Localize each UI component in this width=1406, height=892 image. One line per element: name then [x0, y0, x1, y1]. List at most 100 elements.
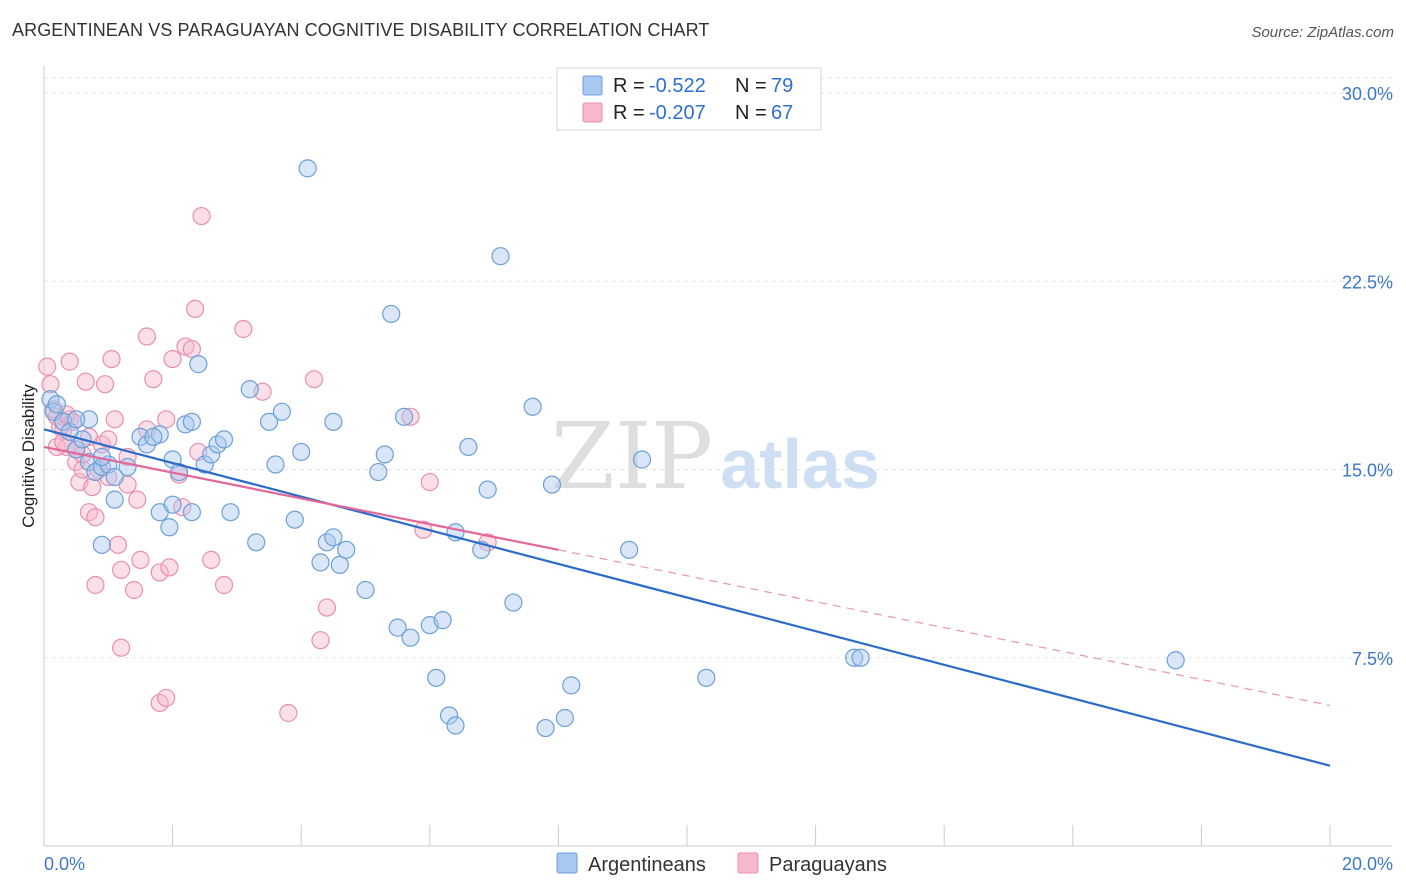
- argentinean-point-2: [47, 395, 66, 414]
- argentinean-point-65: [555, 708, 574, 728]
- argentinean-point-59: [478, 480, 497, 499]
- argentinean-point-69: [697, 668, 716, 687]
- argentinean-point-62: [523, 397, 542, 416]
- legend-label-argentineans: Argentineans: [588, 854, 706, 876]
- argentinean-point-67: [620, 540, 639, 559]
- stats-r-label-argentineans: R =: [613, 75, 645, 97]
- paraguayan-point-34: [186, 299, 205, 319]
- paraguayan-point-1: [41, 375, 60, 394]
- paraguayan-point-63: [128, 490, 147, 509]
- paraguayan-point-0: [38, 357, 57, 376]
- argentinean-point-50: [401, 628, 420, 647]
- paraguayan-point-56: [137, 327, 156, 346]
- paraguayan-point-26: [150, 563, 169, 582]
- argentineans-trend-line: [43, 428, 1331, 767]
- chart-source: Source: ZipAtlas.com: [1251, 24, 1394, 41]
- argentinean-point-19: [195, 455, 214, 474]
- paraguayan-point-36: [192, 206, 211, 226]
- y-tick-label-0: 7.5%: [1352, 649, 1393, 669]
- paraguayan-point-47: [420, 472, 439, 492]
- argentinean-point-14: [137, 435, 156, 454]
- paraguayan-point-23: [131, 550, 150, 569]
- argentinean-point-61: [504, 593, 523, 612]
- paraguayan-point-15: [95, 375, 115, 394]
- paraguayan-point-28: [160, 558, 179, 577]
- paraguayan-point-16: [99, 430, 118, 449]
- paraguayan-point-22: [124, 580, 144, 600]
- argentinean-point-77: [92, 535, 111, 554]
- argentinean-point-78: [67, 410, 86, 429]
- argentinean-point-38: [311, 553, 330, 572]
- argentinean-point-20: [202, 445, 221, 464]
- paraguayan-point-12: [86, 508, 105, 527]
- argentinean-point-53: [427, 668, 446, 687]
- paraguayan-point-43: [311, 631, 330, 650]
- watermark: ZIP atlas: [551, 403, 880, 510]
- bottom-legend: Argentineans Paraguayans: [556, 852, 887, 876]
- argentinean-point-60: [491, 247, 510, 266]
- watermark-atlas: atlas: [720, 425, 880, 503]
- legend-swatch-paraguayans: [737, 852, 759, 874]
- argentinean-point-18: [182, 412, 201, 431]
- paraguayan-point-20: [112, 560, 131, 580]
- argentinean-point-70: [845, 648, 864, 667]
- argentinean-point-41: [324, 412, 343, 431]
- stats-r-value-argentineans: -0.522: [649, 75, 706, 97]
- argentinean-point-40: [324, 528, 343, 547]
- argentinean-point-36: [292, 442, 311, 462]
- stats-n-label-argentineans: N =: [735, 75, 767, 97]
- argentinean-point-73: [247, 533, 266, 552]
- argentinean-point-32: [240, 380, 259, 399]
- stats-legend-swatch-paraguayans: [582, 102, 603, 123]
- argentinean-point-64: [542, 475, 562, 494]
- paraguayan-point-33: [182, 339, 201, 359]
- argentinean-point-72: [1166, 651, 1185, 670]
- argentinean-point-48: [388, 618, 407, 637]
- argentinean-point-66: [562, 676, 581, 695]
- stats-r-value-paraguayans: -0.207: [649, 102, 706, 124]
- argentinean-point-52: [433, 611, 452, 630]
- argentinean-point-75: [221, 503, 240, 522]
- paraguayan-point-25: [144, 370, 163, 389]
- paraguayan-point-38: [214, 575, 234, 595]
- grid-lines: [44, 77, 1392, 659]
- argentinean-point-45: [369, 462, 388, 482]
- paraguayan-point-19: [108, 535, 128, 554]
- stats-n-label-paraguayans: N =: [735, 102, 767, 124]
- y-tick-label-2: 22.5%: [1342, 272, 1393, 292]
- stats-legend: R = -0.522 N = 79 R = -0.207 N = 67: [556, 67, 822, 131]
- stats-n-value-argentineans: 79: [771, 75, 793, 97]
- stats-legend-swatch-argentineans: [582, 75, 603, 96]
- x-tick-label-1: 20.0%: [1342, 854, 1393, 874]
- argentinean-point-30: [182, 503, 201, 522]
- tick-labels: 7.5% 15.0% 22.5% 30.0% 0.0% 20.0%: [44, 84, 1393, 874]
- argentinean-point-27: [160, 518, 179, 537]
- paraguayans-trend-line-extended: [558, 549, 1331, 707]
- argentinean-point-22: [214, 430, 234, 449]
- paraguayan-point-9: [76, 372, 95, 391]
- argentinean-point-12: [118, 457, 137, 477]
- argentinean-point-74: [285, 510, 304, 529]
- paraguayan-point-39: [234, 319, 253, 339]
- paraguayan-point-42: [304, 370, 324, 389]
- argentinean-point-46: [375, 445, 394, 464]
- paraguayan-point-55: [60, 352, 79, 371]
- paraguayan-point-27: [157, 410, 176, 429]
- argentinean-point-47: [382, 304, 401, 324]
- argentinean-point-35: [266, 455, 285, 474]
- argentinean-point-31: [189, 355, 208, 374]
- argentinean-point-28: [163, 495, 182, 514]
- paraguayan-point-29: [163, 349, 182, 369]
- argentinean-point-56: [446, 716, 465, 735]
- argentinean-point-71: [851, 648, 870, 667]
- argentinean-point-68: [632, 450, 652, 469]
- paraguayan-point-41: [279, 703, 298, 723]
- paraguayan-point-37: [202, 550, 221, 569]
- argentinean-point-76: [144, 427, 163, 447]
- argentinean-point-57: [459, 437, 478, 457]
- chart-title: ARGENTINEAN VS PARAGUAYAN COGNITIVE DISA…: [12, 20, 710, 40]
- argentinean-point-11: [105, 467, 124, 487]
- paraguayan-point-11: [83, 477, 102, 497]
- argentinean-point-23: [79, 410, 99, 429]
